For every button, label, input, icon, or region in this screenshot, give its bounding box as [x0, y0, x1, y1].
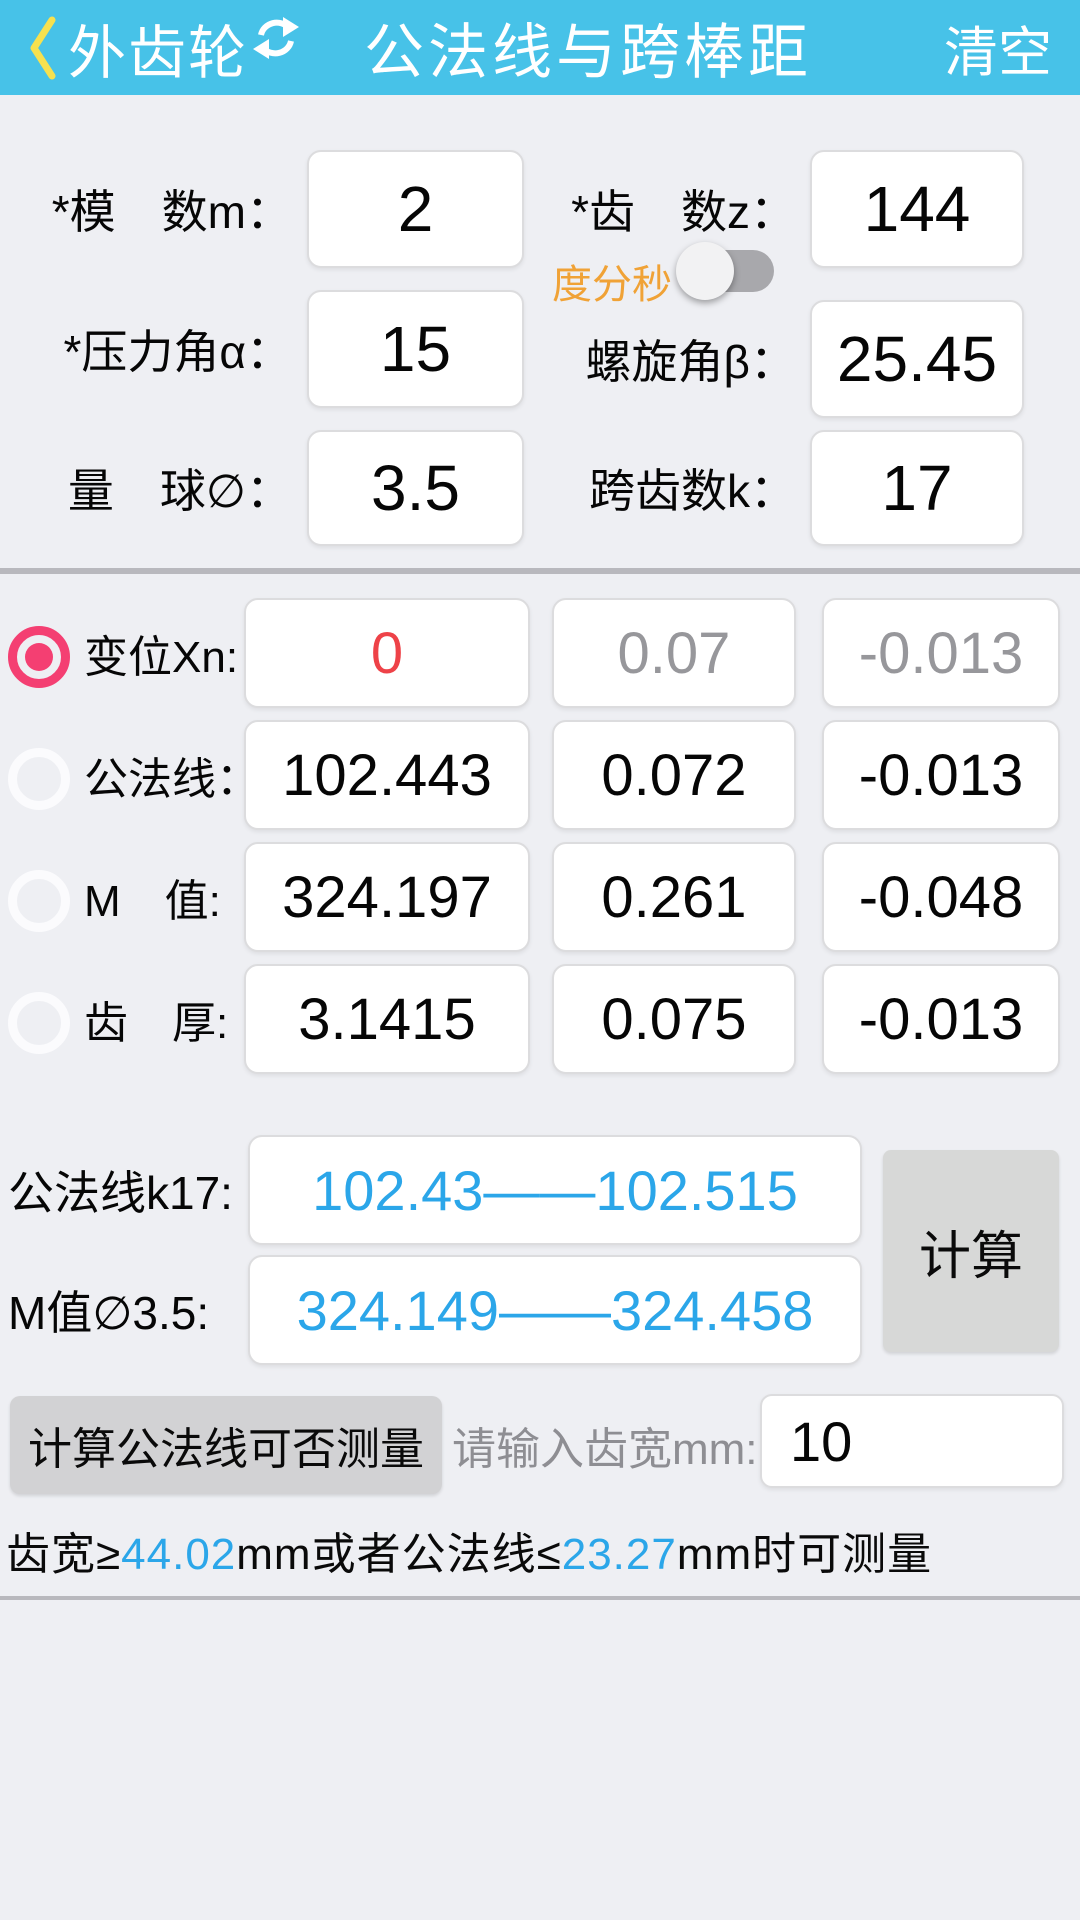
xn-value-input[interactable]: 0: [244, 598, 530, 708]
radio-dot: [25, 643, 53, 671]
common-normal-range-output[interactable]: 102.43——102.515: [248, 1135, 862, 1245]
span-teeth-label: 跨齿数k：: [589, 465, 796, 517]
m-value-upper-tolerance[interactable]: 0.261: [552, 842, 796, 952]
tooth-thickness-lower-tolerance[interactable]: -0.013: [822, 964, 1060, 1074]
back-button[interactable]: 外齿轮: [28, 0, 300, 95]
tooth-thickness-upper-tolerance[interactable]: 0.075: [552, 964, 796, 1074]
face-width-input[interactable]: 10: [760, 1394, 1064, 1488]
xn-lower-tolerance[interactable]: -0.013: [822, 598, 1060, 708]
ball-diameter-label: 量 球∅：: [67, 465, 292, 517]
note-text: mm或者公法线≤: [236, 1530, 562, 1579]
note-wline-value: 23.27: [561, 1530, 677, 1579]
tooth-thickness-value[interactable]: 3.1415: [244, 964, 530, 1074]
degree-minute-second-label: 度分秒: [552, 263, 672, 307]
radio-tooth-thickness[interactable]: [8, 992, 70, 1054]
m-value-lower-tolerance[interactable]: -0.048: [822, 842, 1060, 952]
module-label: *模 数m：: [51, 186, 292, 238]
bottom-divider: [0, 1596, 1080, 1600]
teeth-label: *齿 数z：: [571, 186, 796, 238]
span-teeth-input[interactable]: 17: [810, 430, 1024, 546]
degree-minute-second-toggle[interactable]: [676, 242, 774, 300]
header-bar: 外齿轮 公法线与跨棒距 清空: [0, 0, 1080, 95]
tooth-thickness-row-label: 齿 厚:: [84, 999, 229, 1048]
common-normal-lower-tolerance[interactable]: -0.013: [822, 720, 1060, 830]
m-value[interactable]: 324.197: [244, 842, 530, 952]
xn-row-label: 变位Xn:: [84, 633, 239, 682]
module-input[interactable]: 2: [307, 150, 524, 268]
clear-button[interactable]: 清空: [944, 23, 1052, 83]
radio-common-normal[interactable]: [8, 748, 70, 810]
check-measurable-button[interactable]: 计算公法线可否测量: [10, 1396, 442, 1494]
radio-xn-selected[interactable]: [8, 626, 70, 688]
page-title: 公法线与跨棒距: [364, 19, 812, 86]
calculate-button[interactable]: 计算: [883, 1150, 1059, 1352]
face-width-label: 请输入齿宽mm:: [452, 1425, 758, 1474]
common-normal-row-label: 公法线：: [84, 755, 260, 804]
back-chevron-icon: [30, 16, 56, 79]
helix-angle-label: 螺旋角β：: [585, 336, 796, 388]
m-value-row-label: M 值:: [84, 877, 221, 926]
refresh-icon[interactable]: [252, 14, 300, 62]
common-normal-range-label: 公法线k17:: [8, 1167, 233, 1219]
measurability-note: 齿宽≥44.02mm或者公法线≤23.27mm时可测量: [6, 1518, 932, 1582]
helix-angle-input[interactable]: 25.45: [810, 300, 1024, 418]
radio-m-value[interactable]: [8, 870, 70, 932]
m-value-range-label: M值∅3.5:: [8, 1287, 210, 1339]
radio-dot: [25, 1009, 53, 1037]
m-value-range-output[interactable]: 324.149——324.458: [248, 1255, 862, 1365]
radio-dot: [25, 887, 53, 915]
section-divider: [0, 568, 1080, 574]
common-normal-upper-tolerance[interactable]: 0.072: [552, 720, 796, 830]
radio-dot: [25, 765, 53, 793]
common-normal-value[interactable]: 102.443: [244, 720, 530, 830]
note-width-value: 44.02: [121, 1530, 237, 1579]
ball-diameter-input[interactable]: 3.5: [307, 430, 524, 546]
xn-upper-tolerance[interactable]: 0.07: [552, 598, 796, 708]
note-text: 齿宽≥: [6, 1530, 122, 1579]
pressure-angle-input[interactable]: 15: [307, 290, 524, 408]
toggle-knob: [676, 242, 734, 300]
back-button-label: 外齿轮: [68, 20, 249, 86]
note-text: mm时可测量: [676, 1530, 933, 1579]
pressure-angle-label: *压力角α：: [63, 326, 293, 378]
teeth-input[interactable]: 144: [810, 150, 1024, 268]
